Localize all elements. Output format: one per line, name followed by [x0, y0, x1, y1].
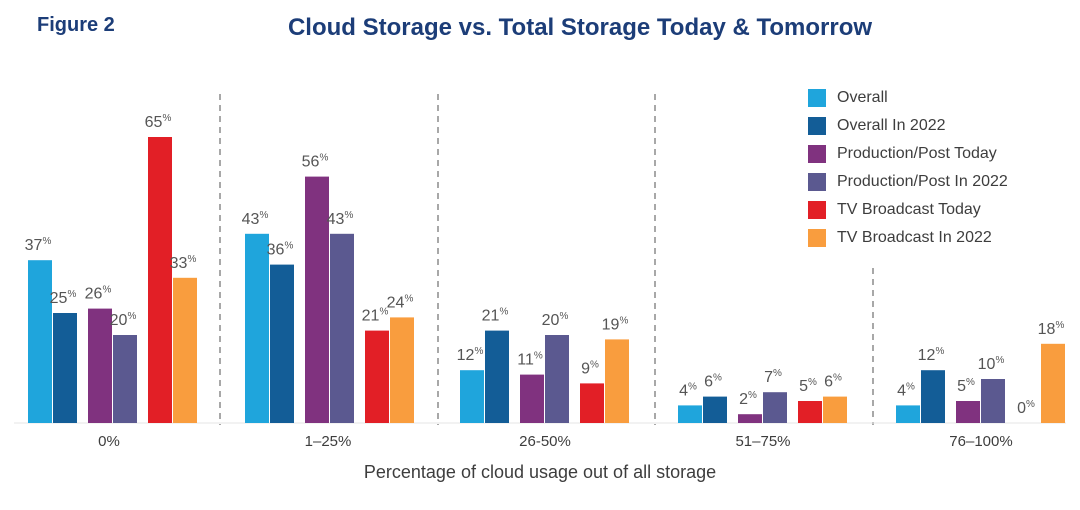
- bar: [485, 330, 509, 423]
- bar: [113, 335, 137, 423]
- bar: [305, 176, 329, 423]
- bar: [173, 277, 197, 423]
- chart-legend: Overall Overall In 2022 Production/Post To…: [808, 84, 1008, 252]
- data-label: 18%: [1038, 320, 1065, 338]
- bar: [1041, 343, 1065, 423]
- bar: [763, 392, 787, 423]
- legend-label: Production/Post In 2022: [837, 173, 1008, 190]
- data-label: 4%: [897, 381, 915, 399]
- legend-label: TV Broadcast Today: [837, 201, 981, 218]
- legend-swatch: [808, 173, 826, 191]
- data-label: 20%: [110, 311, 137, 329]
- legend-item: TV Broadcast In 2022: [808, 224, 1008, 252]
- legend-item: Production/Post In 2022: [808, 168, 1008, 196]
- legend-swatch: [808, 229, 826, 247]
- bar: [520, 374, 544, 423]
- legend-label: TV Broadcast In 2022: [837, 229, 992, 246]
- data-label: 4%: [679, 381, 697, 399]
- category-label: 1–25%: [305, 433, 352, 450]
- data-label: 43%: [327, 210, 354, 228]
- bar: [148, 137, 172, 423]
- data-label: 56%: [302, 153, 329, 171]
- legend-swatch: [808, 117, 826, 135]
- bar: [605, 339, 629, 423]
- bar: [981, 379, 1005, 423]
- data-label: 11%: [517, 351, 543, 369]
- data-label: 24%: [387, 293, 414, 311]
- category-label: 0%: [98, 433, 120, 450]
- bar: [956, 401, 980, 423]
- bar: [330, 233, 354, 423]
- data-label: 36%: [267, 241, 294, 259]
- legend-swatch: [808, 201, 826, 219]
- bar: [823, 396, 847, 423]
- bar: [921, 370, 945, 423]
- data-label: 7%: [764, 368, 782, 386]
- bar: [896, 405, 920, 423]
- chart-title: Cloud Storage vs. Total Storage Today & …: [287, 14, 873, 41]
- bar: [390, 317, 414, 423]
- bar: [88, 308, 112, 423]
- data-label: 21%: [482, 307, 509, 325]
- bar: [245, 233, 269, 423]
- data-label: 37%: [25, 236, 52, 254]
- data-label: 26%: [85, 285, 112, 303]
- bar: [460, 370, 484, 423]
- data-label: 33%: [170, 254, 197, 272]
- legend-label: Production/Post Today: [837, 145, 997, 162]
- x-axis-title: Percentage of cloud usage out of all sto…: [363, 462, 717, 482]
- data-label: 5%: [957, 377, 975, 395]
- data-label: 6%: [704, 373, 722, 391]
- category-label: 76–100%: [949, 433, 1012, 450]
- data-label: 19%: [602, 315, 629, 333]
- bar: [678, 405, 702, 423]
- data-label: 2%: [739, 390, 757, 408]
- data-label: 43%: [242, 210, 269, 228]
- data-label: 25%: [50, 289, 77, 307]
- bar: [28, 260, 52, 423]
- bar: [703, 396, 727, 423]
- data-label: 0%: [1017, 399, 1035, 417]
- bar: [53, 313, 77, 423]
- legend-item: TV Broadcast Today: [808, 196, 1008, 224]
- data-label: 20%: [542, 311, 569, 329]
- legend-item: Production/Post Today: [808, 140, 1008, 168]
- category-label: 26-50%: [519, 433, 571, 450]
- figure-label: Figure 2: [37, 14, 115, 36]
- data-label: 9%: [581, 359, 599, 377]
- data-label: 21%: [362, 307, 389, 325]
- data-label: 12%: [918, 346, 945, 364]
- data-label: 6%: [824, 373, 842, 391]
- bar: [365, 330, 389, 423]
- bar: [580, 383, 604, 423]
- bar: [738, 414, 762, 423]
- bar: [545, 335, 569, 423]
- data-label: 65%: [145, 113, 172, 131]
- legend-label: Overall: [837, 89, 888, 106]
- legend-item: Overall: [808, 84, 1008, 112]
- legend-swatch: [808, 145, 826, 163]
- legend-item: Overall In 2022: [808, 112, 1008, 140]
- data-label: 10%: [978, 355, 1005, 373]
- bar: [270, 264, 294, 423]
- category-label: 51–75%: [735, 433, 790, 450]
- bar: [798, 401, 822, 423]
- data-label: 5%: [799, 377, 817, 395]
- data-label: 12%: [457, 346, 484, 364]
- legend-label: Overall In 2022: [837, 117, 946, 134]
- legend-swatch: [808, 89, 826, 107]
